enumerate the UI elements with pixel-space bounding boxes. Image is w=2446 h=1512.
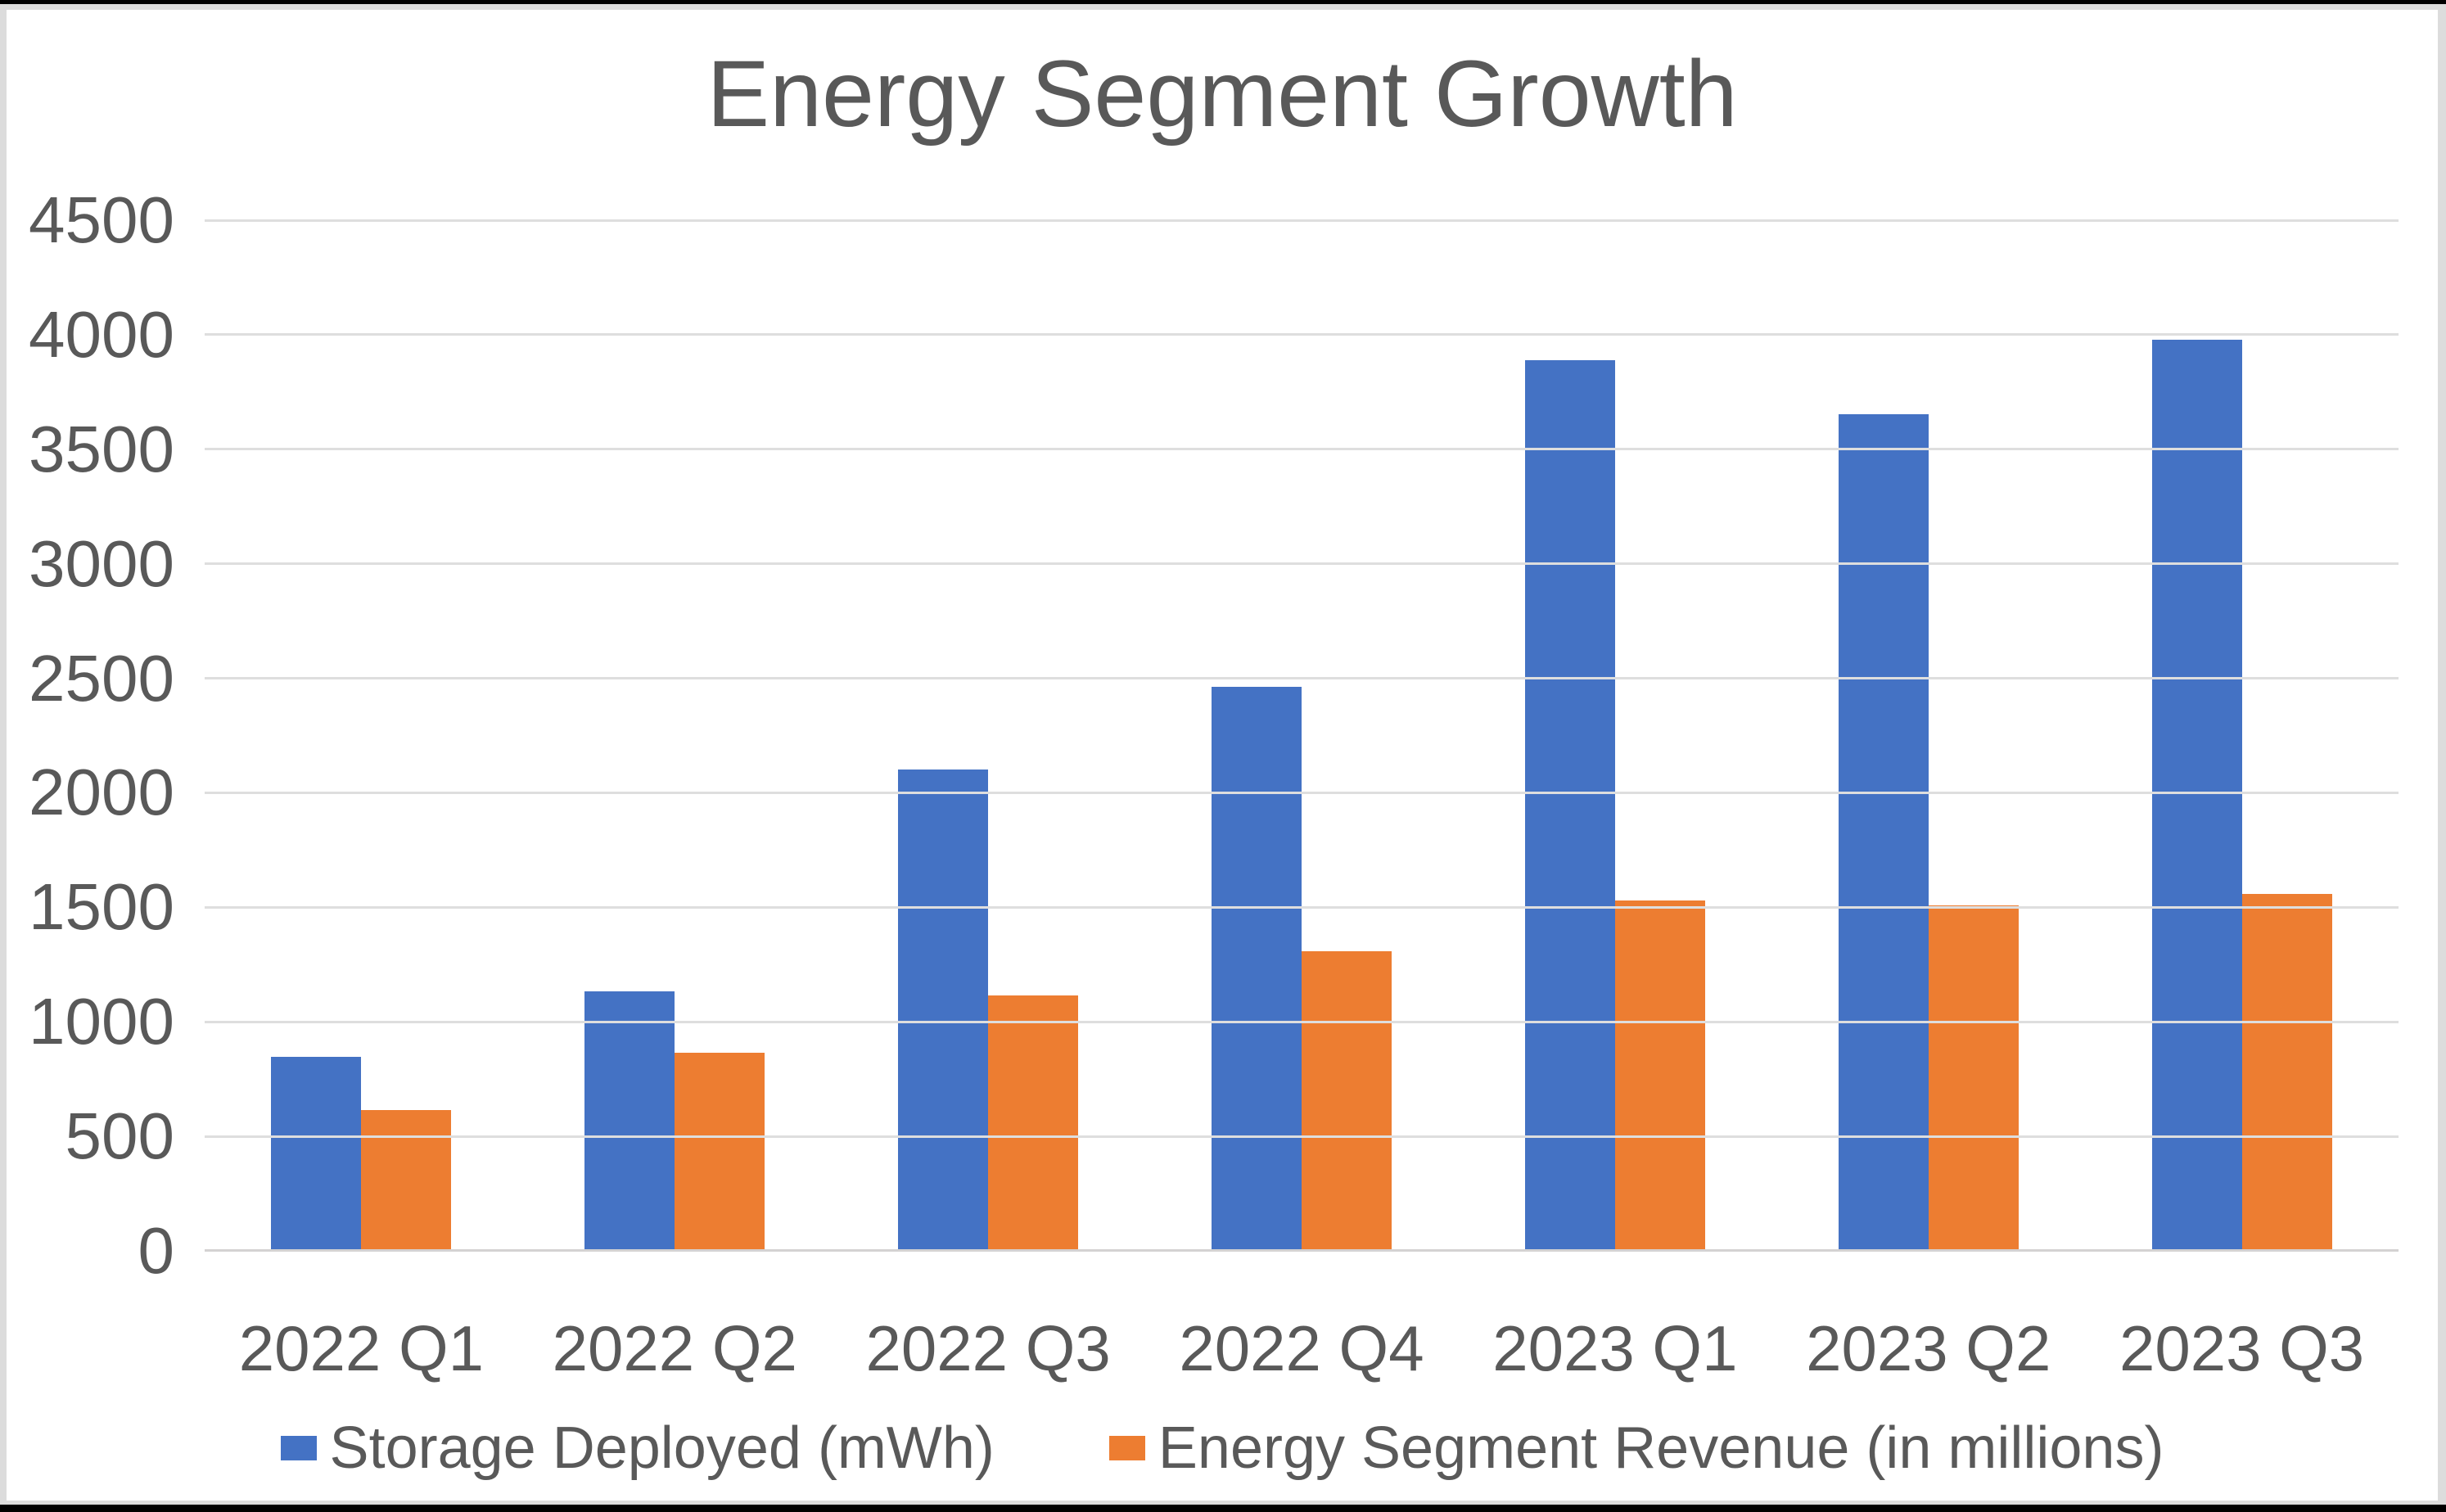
bar-group-2022-q2 xyxy=(518,220,832,1251)
y-axis-tick-label: 3000 xyxy=(29,526,174,600)
x-axis-tick-label: 2023 Q1 xyxy=(1492,1312,1738,1384)
legend: Storage Deployed (mWh) Energy Segment Rev… xyxy=(7,1415,2438,1482)
bar-groups xyxy=(205,220,2399,1251)
y-axis-tick-label: 0 xyxy=(138,1214,175,1287)
bar-group-2023-q1 xyxy=(1458,220,1771,1251)
bar-storage-deployed-mwh-2022-q4 xyxy=(1211,687,1302,1251)
legend-marker-icon xyxy=(1108,1436,1145,1460)
gridline-1500 xyxy=(205,905,2399,909)
bar-storage-deployed-mwh-2023-q2 xyxy=(1838,413,1929,1251)
bar-group-2023-q3 xyxy=(2085,220,2399,1251)
bar-group-2022-q1 xyxy=(205,220,518,1251)
chart-canvas: Energy Segment Growth 0 500 1000 1500 2000 25… xyxy=(7,10,2438,1501)
y-axis-tick-label: 2500 xyxy=(29,641,174,715)
legend-marker-icon xyxy=(280,1436,317,1460)
x-axis-tick-label: 2023 Q2 xyxy=(1806,1312,2051,1384)
x-axis-tick-label: 2022 Q3 xyxy=(865,1312,1111,1384)
x-axis-line xyxy=(205,1249,2399,1252)
x-axis-tick-label: 2022 Q4 xyxy=(1179,1312,1424,1384)
bar-energy-segment-revenue-in-millions-2023-q3 xyxy=(2241,893,2332,1251)
bar-energy-segment-revenue-in-millions-2023-q1 xyxy=(1614,900,1705,1251)
bar-group-2022-q4 xyxy=(1145,220,1459,1251)
chart-title: Energy Segment Growth xyxy=(706,42,1738,147)
window-frame: Energy Segment Growth 0 500 1000 1500 2000 25… xyxy=(0,4,2446,1505)
legend-label: Storage Deployed (mWh) xyxy=(329,1415,995,1481)
gridline-1000 xyxy=(205,1020,2399,1023)
bar-storage-deployed-mwh-2022-q3 xyxy=(898,770,989,1251)
y-axis: 0 500 1000 1500 2000 2500 3000 3500 4000 4500 xyxy=(7,183,174,1287)
legend-item-storage-deployed-mwh: Storage Deployed (mWh) xyxy=(280,1415,995,1482)
gridline-2000 xyxy=(205,791,2399,794)
plot-area xyxy=(205,219,2399,1252)
bar-energy-segment-revenue-in-millions-2022-q2 xyxy=(675,1052,765,1251)
bar-group-2023-q2 xyxy=(1771,220,2085,1251)
gridline-4500 xyxy=(205,219,2399,222)
legend-item-energy-segment-revenue-in-millions: Energy Segment Revenue (in millions) xyxy=(1108,1415,2164,1482)
gridline-500 xyxy=(205,1135,2399,1138)
y-axis-tick-label: 1000 xyxy=(29,985,174,1058)
bar-group-2022-q3 xyxy=(832,220,1145,1251)
bar-energy-segment-revenue-in-millions-2023-q2 xyxy=(1928,905,2019,1251)
bar-storage-deployed-mwh-2023-q3 xyxy=(2151,339,2242,1251)
bar-energy-segment-revenue-in-millions-2022-q3 xyxy=(988,995,1079,1251)
y-axis-tick-label: 3500 xyxy=(29,412,174,485)
gridline-3000 xyxy=(205,562,2399,566)
y-axis-tick-label: 1500 xyxy=(29,870,174,944)
bar-energy-segment-revenue-in-millions-2022-q1 xyxy=(361,1109,452,1251)
x-axis-tick-label: 2022 Q1 xyxy=(238,1312,485,1384)
x-axis: 2022 Q1 2022 Q2 2022 Q3 2022 Q4 2023 Q1 2023 … xyxy=(205,1311,2399,1401)
bar-storage-deployed-mwh-2022-q2 xyxy=(584,991,675,1251)
x-axis-tick-label: 2023 Q3 xyxy=(2119,1312,2365,1384)
gridline-4000 xyxy=(205,333,2399,336)
x-axis-tick-label: 2022 Q2 xyxy=(552,1312,797,1384)
y-axis-tick-label: 2000 xyxy=(29,756,174,829)
bar-energy-segment-revenue-in-millions-2022-q4 xyxy=(1301,950,1392,1251)
legend-label: Energy Segment Revenue (in millions) xyxy=(1158,1415,2164,1481)
y-axis-tick-label: 500 xyxy=(65,1099,174,1173)
gridline-2500 xyxy=(205,677,2399,680)
bar-storage-deployed-mwh-2022-q1 xyxy=(271,1057,362,1251)
gridline-3500 xyxy=(205,448,2399,451)
bar-storage-deployed-mwh-2023-q1 xyxy=(1524,359,1615,1251)
y-axis-tick-label: 4000 xyxy=(29,297,174,371)
y-axis-tick-label: 4500 xyxy=(29,183,174,256)
